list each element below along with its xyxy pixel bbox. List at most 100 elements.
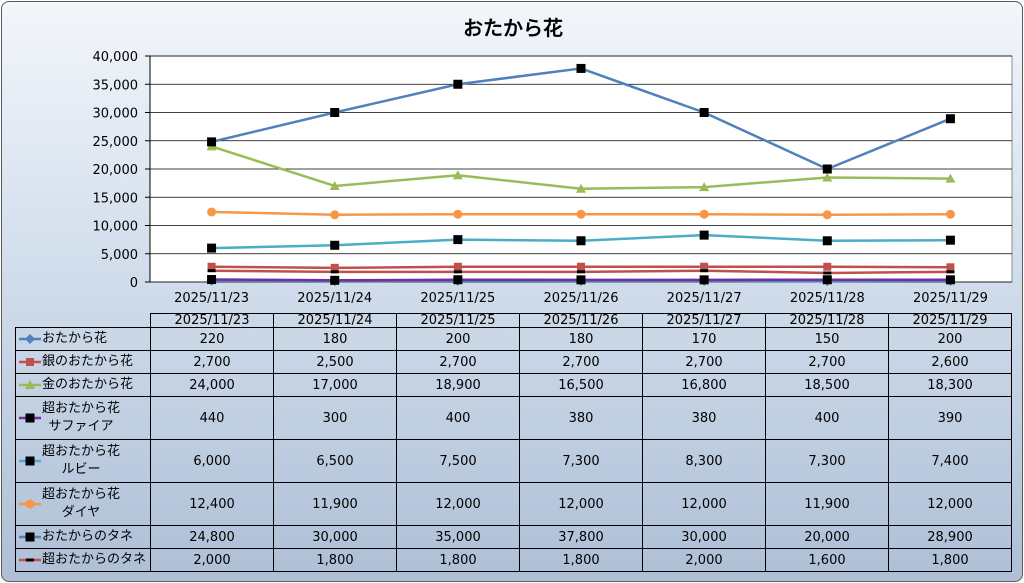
table-value-cell: 17,000 (273, 373, 397, 397)
table-value-cell: 30,000 (273, 525, 397, 549)
table-header-cell: 2025/11/29 (888, 313, 1012, 328)
table-value-cell: 200 (396, 327, 520, 351)
table-value-cell: 7,500 (396, 439, 520, 483)
table-value-cell: 2,700 (519, 350, 643, 374)
data-point (329, 180, 340, 190)
data-point (576, 209, 586, 219)
table-value-cell: 2,700 (642, 350, 766, 374)
data-point (576, 63, 586, 73)
table-value-cell: 20,000 (765, 525, 889, 549)
legend-point (25, 413, 35, 423)
table-value-cell: 7,400 (888, 439, 1012, 483)
series-1 (207, 262, 955, 272)
legend-point (25, 532, 35, 542)
data-point (700, 262, 709, 271)
data-point (330, 270, 339, 274)
table-value-cell: 30,000 (642, 525, 766, 549)
table-value-cell: 170 (642, 327, 766, 351)
series-name: 超おたから花 サファイア (42, 400, 120, 436)
series-name-line: ダイヤ (61, 505, 101, 520)
table-row: 超おたから花 ルビー 6,000 6,500 7,500 7,300 8,300 7,300 7… (15, 439, 1012, 483)
data-point (823, 271, 832, 275)
legend-point (26, 558, 34, 562)
table-value-cell: 6,000 (150, 439, 274, 483)
legend-marker (19, 358, 41, 366)
legend-marker (19, 499, 41, 509)
legend-marker (19, 456, 41, 466)
y-tick-label: 35,000 (93, 78, 139, 93)
y-tick-label: 30,000 (93, 107, 139, 122)
y-tick-label: 0 (130, 276, 138, 291)
data-point (699, 209, 709, 219)
table-value-cell: 390 (888, 396, 1012, 440)
data-table: 2025/11/23 2025/11/24 2025/11/25 2025/11/26… (15, 313, 1012, 572)
x-tick-label: 2025/11/29 (913, 291, 988, 306)
table-value-cell: 18,300 (888, 373, 1012, 397)
table-value-cell: 180 (519, 327, 643, 351)
x-tick-label: 2025/11/27 (667, 291, 742, 306)
legend-point (25, 380, 35, 389)
data-point (822, 275, 832, 285)
series-label-cell: 超おたから花 ルビー (15, 439, 151, 483)
data-point (577, 270, 585, 274)
data-point (945, 235, 955, 245)
data-point (945, 173, 956, 183)
table-value-cell: 380 (642, 396, 766, 440)
y-tick-label: 40,000 (93, 50, 139, 65)
table-value-cell: 18,900 (396, 373, 520, 397)
data-point (699, 182, 710, 192)
series-name: 超おたからのタネ (42, 551, 146, 569)
data-point (207, 137, 217, 147)
series-7 (207, 269, 955, 275)
data-point (207, 207, 217, 217)
chart-title: おたから花 (463, 16, 563, 40)
y-tick-label: 5,000 (101, 248, 138, 263)
table-value-cell: 380 (519, 396, 643, 440)
legend-marker (19, 558, 41, 562)
table-value-cell: 12,000 (519, 482, 643, 526)
table-value-cell: 2,000 (150, 548, 274, 572)
series-name-line: 超おたから花 (42, 487, 121, 502)
series-name-line: 超おたから花 (42, 444, 121, 459)
data-point (822, 236, 832, 246)
series-2 (206, 141, 956, 193)
data-point (453, 79, 463, 89)
series-label-cell: 超おたからのタネ (15, 548, 151, 572)
table-row: 金のおたから花 24,000 17,000 18,900 16,500 16,800 18,… (15, 373, 1012, 397)
table-value-cell: 400 (396, 396, 520, 440)
table-value-cell: 6,500 (273, 439, 397, 483)
series-name-line: ルビー (61, 462, 101, 477)
series-name-line: 超おたからのタネ (42, 552, 147, 567)
series-name: 銀のおたから花 (42, 353, 133, 371)
series-label-cell: 超おたから花 サファイア (15, 396, 151, 440)
table-value-cell: 2,700 (765, 350, 889, 374)
table-value-cell: 2,000 (642, 548, 766, 572)
table-value-cell: 24,800 (150, 525, 274, 549)
data-point (699, 108, 709, 117)
series-4 (207, 230, 955, 253)
x-tick-label: 2025/11/24 (297, 291, 372, 306)
table-value-cell: 400 (765, 396, 889, 440)
series-name-line: おたからのタネ (42, 529, 134, 544)
y-tick-label: 15,000 (93, 191, 139, 206)
series-name-line: 銀のおたから花 (42, 354, 134, 369)
series-5 (207, 207, 955, 220)
table-value-cell: 1,800 (519, 548, 643, 572)
table-value-cell: 16,500 (519, 373, 643, 397)
table-value-cell: 1,600 (765, 548, 889, 572)
series-label-cell: おたから花 (15, 327, 151, 351)
data-point (699, 275, 709, 285)
table-value-cell: 440 (150, 396, 274, 440)
table-header-cell: 2025/11/28 (765, 313, 889, 328)
table-value-cell: 1,800 (888, 548, 1012, 572)
data-point (823, 262, 832, 271)
data-point (207, 262, 216, 271)
table-corner (15, 313, 151, 328)
table-value-cell: 300 (273, 396, 397, 440)
table-header-cell: 2025/11/26 (519, 313, 643, 328)
table-value-cell: 8,300 (642, 439, 766, 483)
table-row: 銀のおたから花 2,700 2,500 2,700 2,700 2,700 2,700 2,6… (15, 350, 1012, 374)
series-name-line: サファイア (48, 419, 114, 434)
table-value-cell: 28,900 (888, 525, 1012, 549)
